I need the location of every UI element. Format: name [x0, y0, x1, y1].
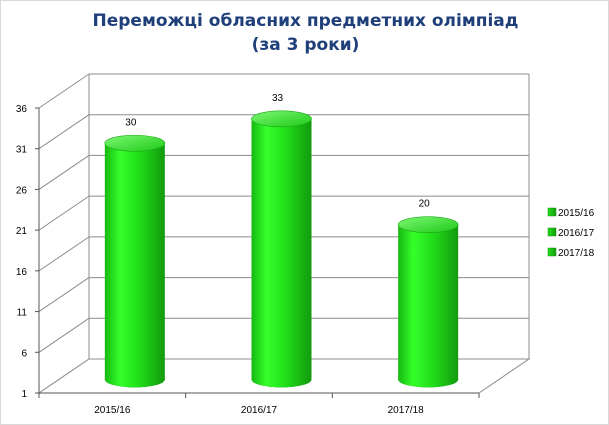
- bar-cap: [104, 134, 166, 152]
- legend-swatch: [547, 247, 557, 257]
- bar-bottom-curve: [398, 371, 459, 388]
- y-tick-label: 16: [16, 267, 28, 278]
- bars-layer: [104, 110, 459, 388]
- bar: [104, 134, 166, 388]
- y-tick-label: 36: [16, 104, 28, 115]
- bar-bottom-curve: [104, 371, 165, 388]
- legend-swatch: [547, 207, 557, 217]
- chart-title-line1: Переможці обласних предметних олімпіад: [92, 11, 519, 31]
- gridline-side: [38, 73, 90, 109]
- legend-swatch: [547, 227, 557, 237]
- gridline-side: [38, 114, 90, 150]
- x-tick-label: 2017/18: [388, 405, 425, 416]
- y-tick-label: 21: [16, 226, 28, 237]
- bar: [397, 216, 459, 388]
- data-label: 30: [125, 117, 137, 128]
- bar-body: [251, 118, 312, 380]
- bar-bottom-curve: [251, 371, 312, 388]
- labels-layer: 30 33 20: [125, 93, 430, 210]
- gridline-side: [38, 155, 90, 190]
- gridline-side: [38, 195, 90, 231]
- bar-cap: [397, 216, 459, 233]
- y-tick-label: 26: [16, 185, 28, 196]
- x-tick-label: 2015/16: [94, 405, 131, 416]
- data-label: 33: [272, 93, 284, 104]
- legend-label: 2016/17: [558, 228, 595, 239]
- bar-body: [398, 224, 459, 380]
- gridline-side: [38, 317, 90, 353]
- legend: 2015/16 2016/17 2017/18: [547, 207, 595, 259]
- y-tick-label: 6: [21, 348, 27, 359]
- x-tick-label: 2016/17: [241, 405, 278, 416]
- legend-label: 2015/16: [558, 208, 595, 219]
- legend-label: 2017/18: [558, 248, 595, 259]
- chart-title-line2: (за 3 роки): [251, 35, 360, 55]
- y-tick-label: 1: [21, 389, 27, 400]
- bar-cap: [251, 110, 312, 128]
- y-tick-label: 31: [16, 145, 28, 156]
- bar: [251, 110, 312, 388]
- gridline-side: [38, 277, 90, 312]
- gridline-side: [38, 236, 90, 272]
- bar-body: [104, 143, 165, 380]
- y-tick-label: 11: [17, 308, 28, 319]
- data-label: 20: [419, 199, 431, 210]
